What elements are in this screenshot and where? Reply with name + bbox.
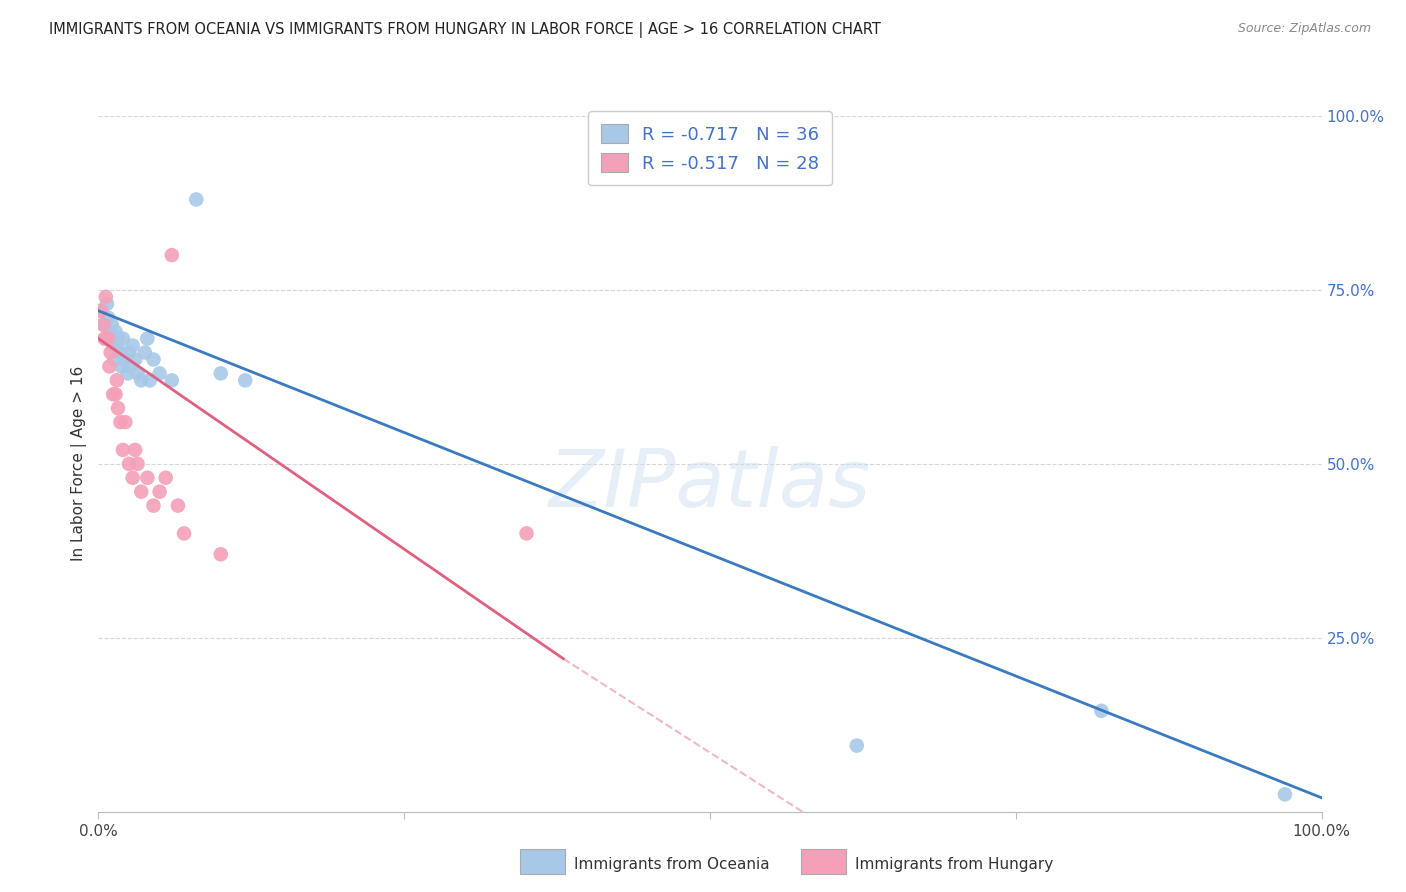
Point — [149, 484, 172, 499]
Point — [142, 352, 165, 367]
Point — [233, 373, 256, 387]
Point — [101, 318, 124, 332]
Point — [104, 387, 127, 401]
Point — [142, 499, 165, 513]
Text: ZIPatlas: ZIPatlas — [548, 446, 872, 524]
Point — [136, 471, 159, 485]
Point — [121, 338, 143, 352]
Point — [1274, 788, 1296, 801]
Point — [91, 318, 114, 332]
Point — [134, 345, 156, 359]
Point — [155, 471, 177, 485]
Point — [124, 442, 146, 457]
Point — [117, 367, 139, 381]
Point — [136, 332, 159, 346]
Point — [101, 387, 124, 401]
Point — [139, 373, 162, 387]
Point — [110, 345, 132, 359]
Point — [129, 373, 152, 387]
Point — [149, 367, 172, 381]
Point — [129, 484, 152, 499]
Point — [105, 338, 128, 352]
Point — [93, 332, 115, 346]
Point — [845, 739, 868, 753]
Point — [173, 526, 195, 541]
Point — [111, 442, 134, 457]
Point — [114, 415, 136, 429]
Point — [114, 352, 136, 367]
Y-axis label: In Labor Force | Age > 16: In Labor Force | Age > 16 — [72, 367, 87, 561]
Point — [91, 318, 114, 332]
Text: Immigrants from Hungary: Immigrants from Hungary — [855, 857, 1053, 871]
Point — [97, 332, 120, 346]
Text: Immigrants from Oceania: Immigrants from Oceania — [574, 857, 769, 871]
Point — [160, 373, 183, 387]
Point — [101, 338, 124, 352]
Point — [90, 303, 112, 318]
Point — [103, 352, 125, 367]
Point — [209, 547, 232, 561]
Point — [121, 471, 143, 485]
Point — [90, 303, 112, 318]
Point — [107, 401, 129, 416]
Point — [96, 297, 118, 311]
Point — [515, 526, 537, 541]
Point — [111, 359, 134, 374]
Point — [127, 367, 149, 381]
Point — [94, 290, 117, 304]
Legend: R = -0.717   N = 36, R = -0.517   N = 28: R = -0.717 N = 36, R = -0.517 N = 28 — [588, 112, 832, 186]
Point — [118, 457, 141, 471]
Point — [1090, 704, 1112, 718]
Point — [127, 457, 149, 471]
Point — [107, 332, 129, 346]
Point — [111, 332, 134, 346]
Point — [186, 193, 208, 207]
Point — [124, 352, 146, 367]
Point — [98, 325, 121, 339]
Point — [105, 373, 128, 387]
Point — [120, 359, 142, 374]
Text: IMMIGRANTS FROM OCEANIA VS IMMIGRANTS FROM HUNGARY IN LABOR FORCE | AGE > 16 COR: IMMIGRANTS FROM OCEANIA VS IMMIGRANTS FR… — [49, 22, 882, 38]
Point — [209, 367, 232, 381]
Point — [104, 325, 127, 339]
Point — [110, 415, 132, 429]
Point — [94, 332, 117, 346]
Point — [160, 248, 183, 262]
Point — [98, 359, 121, 374]
Point — [118, 345, 141, 359]
Text: Source: ZipAtlas.com: Source: ZipAtlas.com — [1237, 22, 1371, 36]
Point — [97, 310, 120, 325]
Point — [100, 345, 122, 359]
Point — [100, 332, 122, 346]
Point — [167, 499, 190, 513]
